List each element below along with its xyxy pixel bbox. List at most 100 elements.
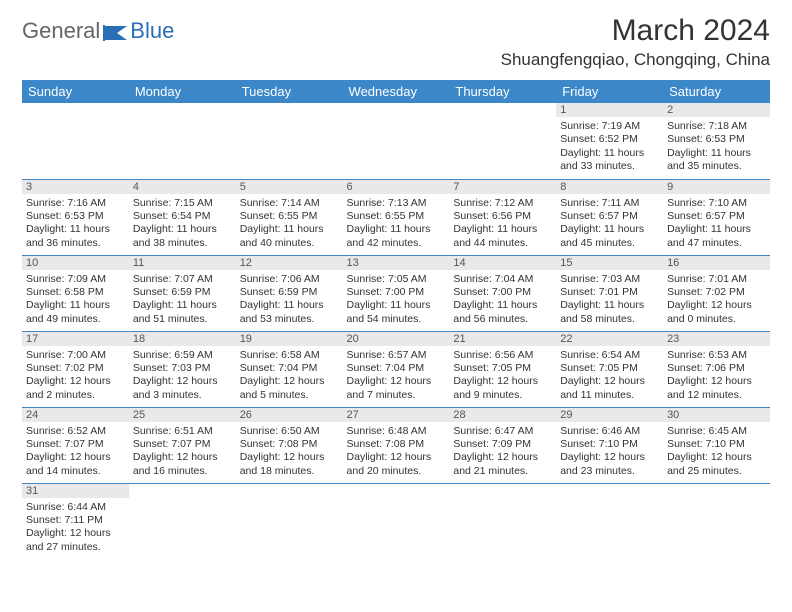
detail-line: Sunrise: 7:19 AM [560, 120, 659, 133]
month-title: March 2024 [501, 14, 770, 48]
detail-line: Sunset: 7:05 PM [560, 362, 659, 375]
detail-line: Sunrise: 7:04 AM [453, 273, 552, 286]
calendar-cell: 25Sunrise: 6:51 AMSunset: 7:07 PMDayligh… [129, 407, 236, 483]
detail-line: Sunset: 7:04 PM [347, 362, 446, 375]
calendar-body: 1Sunrise: 7:19 AMSunset: 6:52 PMDaylight… [22, 103, 770, 559]
detail-line: Sunset: 7:02 PM [667, 286, 766, 299]
detail-line: Sunrise: 7:01 AM [667, 273, 766, 286]
calendar-cell [129, 103, 236, 179]
detail-line: Sunrise: 7:05 AM [347, 273, 446, 286]
day-number: 30 [663, 408, 770, 422]
day-number: 23 [663, 332, 770, 346]
calendar-cell: 19Sunrise: 6:58 AMSunset: 7:04 PMDayligh… [236, 331, 343, 407]
logo-text-2: Blue [130, 18, 174, 44]
calendar-week: 10Sunrise: 7:09 AMSunset: 6:58 PMDayligh… [22, 255, 770, 331]
calendar-cell: 20Sunrise: 6:57 AMSunset: 7:04 PMDayligh… [343, 331, 450, 407]
detail-line: Daylight: 12 hours [26, 375, 125, 388]
calendar-week: 31Sunrise: 6:44 AMSunset: 7:11 PMDayligh… [22, 483, 770, 559]
detail-line: Daylight: 11 hours [133, 223, 232, 236]
day-number: 10 [22, 256, 129, 270]
day-number: 16 [663, 256, 770, 270]
detail-line: Sunrise: 6:46 AM [560, 425, 659, 438]
calendar-cell: 6Sunrise: 7:13 AMSunset: 6:55 PMDaylight… [343, 179, 450, 255]
calendar-cell: 22Sunrise: 6:54 AMSunset: 7:05 PMDayligh… [556, 331, 663, 407]
day-details: Sunrise: 6:47 AMSunset: 7:09 PMDaylight:… [449, 423, 556, 482]
detail-line: and 27 minutes. [26, 541, 125, 554]
detail-line: and 51 minutes. [133, 313, 232, 326]
detail-line: and 16 minutes. [133, 465, 232, 478]
title-block: March 2024 Shuangfengqiao, Chongqing, Ch… [501, 14, 770, 70]
detail-line: Sunset: 6:59 PM [240, 286, 339, 299]
calendar-cell: 23 Sunrise: 6:53 AMSunset: 7:06 PMDayligh… [663, 331, 770, 407]
detail-line: Sunrise: 6:56 AM [453, 349, 552, 362]
detail-line: Sunset: 7:00 PM [347, 286, 446, 299]
detail-line: Sunset: 7:08 PM [240, 438, 339, 451]
day-details: Sunrise: 7:10 AMSunset: 6:57 PMDaylight:… [663, 195, 770, 254]
detail-line: Sunset: 6:52 PM [560, 133, 659, 146]
day-details: Sunrise: 7:09 AMSunset: 6:58 PMDaylight:… [22, 271, 129, 330]
day-number: 5 [236, 180, 343, 194]
day-details: Sunrise: 7:19 AMSunset: 6:52 PMDaylight:… [556, 118, 663, 177]
day-number: 20 [343, 332, 450, 346]
detail-line: Daylight: 11 hours [453, 299, 552, 312]
header-sunday: Sunday [22, 80, 129, 103]
detail-line: Sunrise: 6:53 AM [667, 349, 766, 362]
detail-line: Daylight: 11 hours [347, 299, 446, 312]
detail-line: and 47 minutes. [667, 237, 766, 250]
day-details: Sunrise: 6:45 AMSunset: 7:10 PMDaylight:… [663, 423, 770, 482]
detail-line: Sunrise: 6:52 AM [26, 425, 125, 438]
day-details: Sunrise: 7:13 AMSunset: 6:55 PMDaylight:… [343, 195, 450, 254]
detail-line: and 38 minutes. [133, 237, 232, 250]
detail-line: Daylight: 12 hours [667, 299, 766, 312]
detail-line: Sunrise: 6:58 AM [240, 349, 339, 362]
calendar-cell: 11Sunrise: 7:07 AMSunset: 6:59 PMDayligh… [129, 255, 236, 331]
detail-line: Sunrise: 6:47 AM [453, 425, 552, 438]
day-number: 17 [22, 332, 129, 346]
header-tuesday: Tuesday [236, 80, 343, 103]
calendar-cell: 5Sunrise: 7:14 AMSunset: 6:55 PMDaylight… [236, 179, 343, 255]
detail-line: and 21 minutes. [453, 465, 552, 478]
calendar-cell: 4Sunrise: 7:15 AMSunset: 6:54 PMDaylight… [129, 179, 236, 255]
calendar-cell: 18Sunrise: 6:59 AMSunset: 7:03 PMDayligh… [129, 331, 236, 407]
detail-line: Sunset: 6:54 PM [133, 210, 232, 223]
detail-line: Daylight: 11 hours [133, 299, 232, 312]
day-details: Sunrise: 7:12 AMSunset: 6:56 PMDaylight:… [449, 195, 556, 254]
detail-line: Sunset: 6:53 PM [26, 210, 125, 223]
detail-line: Sunrise: 7:15 AM [133, 197, 232, 210]
detail-line: Sunset: 6:57 PM [667, 210, 766, 223]
detail-line: and 40 minutes. [240, 237, 339, 250]
calendar-cell [449, 103, 556, 179]
detail-line: Sunset: 7:11 PM [26, 514, 125, 527]
day-number: 26 [236, 408, 343, 422]
detail-line: and 7 minutes. [347, 389, 446, 402]
detail-line: Sunrise: 7:18 AM [667, 120, 766, 133]
detail-line: Daylight: 12 hours [667, 375, 766, 388]
calendar-cell: 29Sunrise: 6:46 AMSunset: 7:10 PMDayligh… [556, 407, 663, 483]
detail-line: and 12 minutes. [667, 389, 766, 402]
logo-text-1: General [22, 18, 100, 44]
detail-line: Sunset: 7:06 PM [667, 362, 766, 375]
calendar-cell: 8Sunrise: 7:11 AMSunset: 6:57 PMDaylight… [556, 179, 663, 255]
calendar-cell: 15Sunrise: 7:03 AMSunset: 7:01 PMDayligh… [556, 255, 663, 331]
detail-line: Sunset: 7:10 PM [667, 438, 766, 451]
day-details: Sunrise: 6:56 AMSunset: 7:05 PMDaylight:… [449, 347, 556, 406]
detail-line: Sunrise: 7:11 AM [560, 197, 659, 210]
detail-line: Daylight: 11 hours [560, 299, 659, 312]
detail-line: and 0 minutes. [667, 313, 766, 326]
calendar-week: 1Sunrise: 7:19 AMSunset: 6:52 PMDaylight… [22, 103, 770, 179]
detail-line: Sunset: 6:53 PM [667, 133, 766, 146]
day-details: Sunrise: 6:59 AMSunset: 7:03 PMDaylight:… [129, 347, 236, 406]
detail-line: and 5 minutes. [240, 389, 339, 402]
calendar-cell: 27Sunrise: 6:48 AMSunset: 7:08 PMDayligh… [343, 407, 450, 483]
calendar-cell: 12Sunrise: 7:06 AMSunset: 6:59 PMDayligh… [236, 255, 343, 331]
calendar-week: 24Sunrise: 6:52 AMSunset: 7:07 PMDayligh… [22, 407, 770, 483]
calendar-cell [236, 483, 343, 559]
day-number: 22 [556, 332, 663, 346]
day-number: 3 [22, 180, 129, 194]
detail-line: and 56 minutes. [453, 313, 552, 326]
logo: General Blue [22, 18, 174, 44]
calendar-cell: 28Sunrise: 6:47 AMSunset: 7:09 PMDayligh… [449, 407, 556, 483]
detail-line: Daylight: 11 hours [560, 223, 659, 236]
day-details: Sunrise: 7:01 AMSunset: 7:02 PMDaylight:… [663, 271, 770, 330]
detail-line: and 53 minutes. [240, 313, 339, 326]
